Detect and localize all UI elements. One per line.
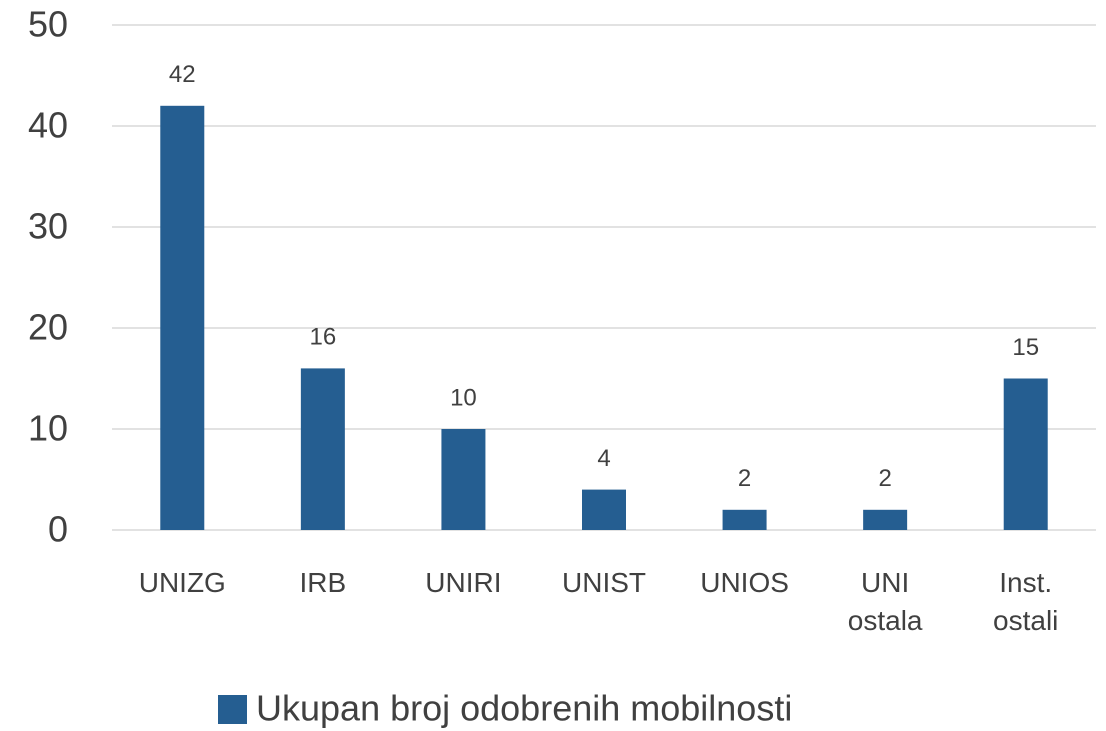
data-label: 2 <box>738 465 751 492</box>
y-tick-label: 50 <box>28 4 68 45</box>
x-tick-label: UNIZG <box>138 567 226 598</box>
y-tick-label: 20 <box>28 307 68 348</box>
data-label: 15 <box>1012 334 1039 361</box>
bar <box>722 509 767 530</box>
bar <box>441 429 486 530</box>
x-tick-label: UNI ostala <box>847 567 923 636</box>
legend-label: Ukupan broj odobrenih mobilnosti <box>256 688 792 729</box>
y-tick-label: 30 <box>28 206 68 247</box>
bar <box>160 105 205 531</box>
bar <box>1003 378 1048 530</box>
x-tick-label: IRB <box>299 567 347 598</box>
legend-swatch <box>218 695 247 724</box>
bar <box>863 509 908 530</box>
x-tick-label: UNIST <box>562 567 646 598</box>
bar <box>582 489 626 530</box>
data-label: 2 <box>878 465 891 492</box>
y-tick-label: 10 <box>28 408 68 449</box>
x-tick-label: Inst. ostali <box>993 567 1059 636</box>
data-label: 42 <box>169 61 196 88</box>
data-label: 4 <box>597 445 610 472</box>
y-tick-label: 0 <box>48 509 68 550</box>
y-tick-label: 40 <box>28 105 68 146</box>
bar <box>300 368 345 530</box>
data-label: 16 <box>310 324 337 351</box>
data-label: 10 <box>450 384 477 411</box>
x-tick-label: UNIRI <box>425 567 502 598</box>
x-tick-label: UNIOS <box>700 567 789 598</box>
